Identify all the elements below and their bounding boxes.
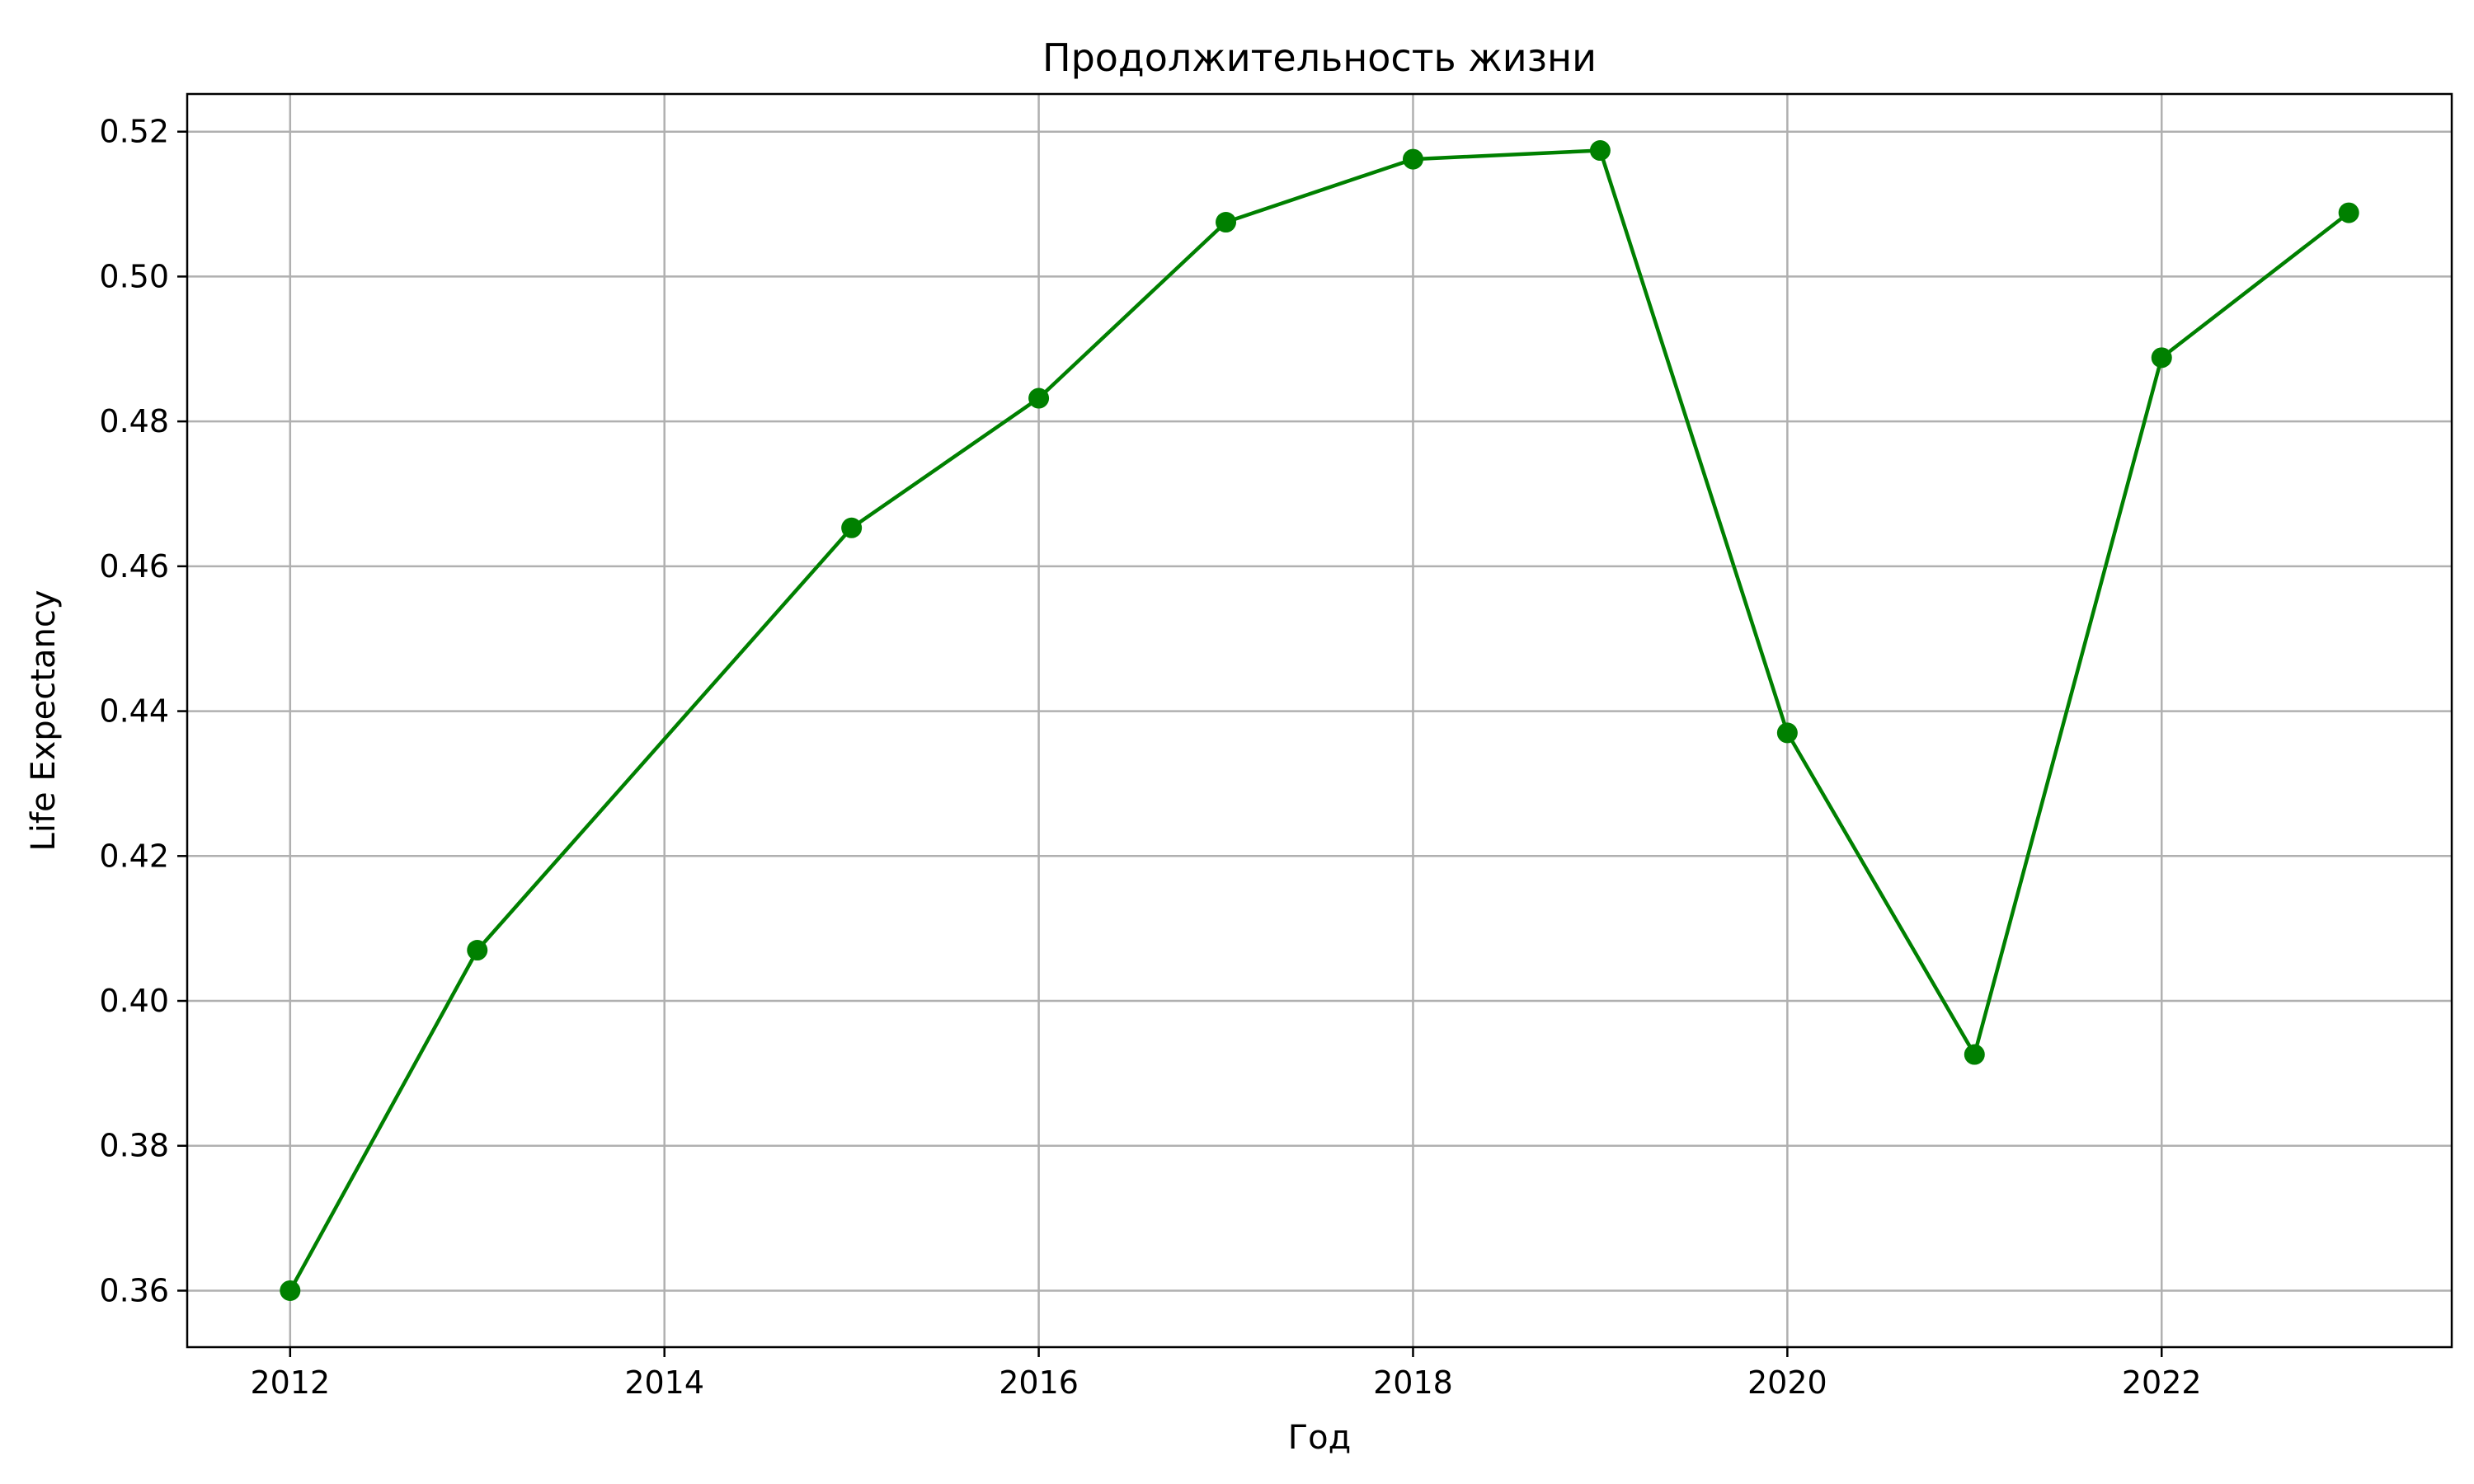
- data-point: [1028, 387, 1050, 409]
- y-tick-label: 0.48: [99, 403, 169, 439]
- y-tick-label: 0.40: [99, 983, 169, 1019]
- x-tick-label: 2016: [999, 1364, 1079, 1401]
- data-point: [841, 517, 863, 538]
- data-point: [2151, 347, 2172, 369]
- x-tick-label: 2014: [624, 1364, 704, 1401]
- data-point: [2338, 202, 2359, 223]
- x-tick-label: 2012: [250, 1364, 330, 1401]
- x-axis-label: Год: [1288, 1419, 1352, 1457]
- y-tick-label: 0.50: [99, 258, 169, 294]
- grid-lines: [187, 94, 2452, 1347]
- y-tick-label: 0.38: [99, 1128, 169, 1164]
- chart-title: Продолжительность жизни: [1042, 35, 1597, 80]
- plot-area-frame: [186, 92, 2453, 1349]
- x-tick-label: 2020: [1747, 1364, 1827, 1401]
- data-point: [280, 1280, 301, 1301]
- y-tick-label: 0.42: [99, 838, 169, 874]
- y-tick-label: 0.44: [99, 693, 169, 730]
- y-tick-label: 0.36: [99, 1272, 169, 1308]
- x-tick-label: 2018: [1373, 1364, 1453, 1401]
- data-point: [467, 940, 488, 961]
- data-point: [1964, 1044, 1985, 1065]
- data-point: [1216, 212, 1237, 233]
- x-tick-label: 2022: [2122, 1364, 2202, 1401]
- data-series: [280, 140, 2359, 1301]
- axis-ticks: 2012 2014 2016 2018 2020 2022 0.36 0.38 0.40 0.42…: [99, 114, 2201, 1401]
- data-point: [1776, 722, 1798, 744]
- data-point: [1402, 148, 1423, 170]
- y-axis-label: Life Expectancy: [25, 590, 63, 852]
- data-point: [1589, 140, 1611, 162]
- y-tick-label: 0.46: [99, 548, 169, 585]
- y-tick-label: 0.52: [99, 114, 169, 150]
